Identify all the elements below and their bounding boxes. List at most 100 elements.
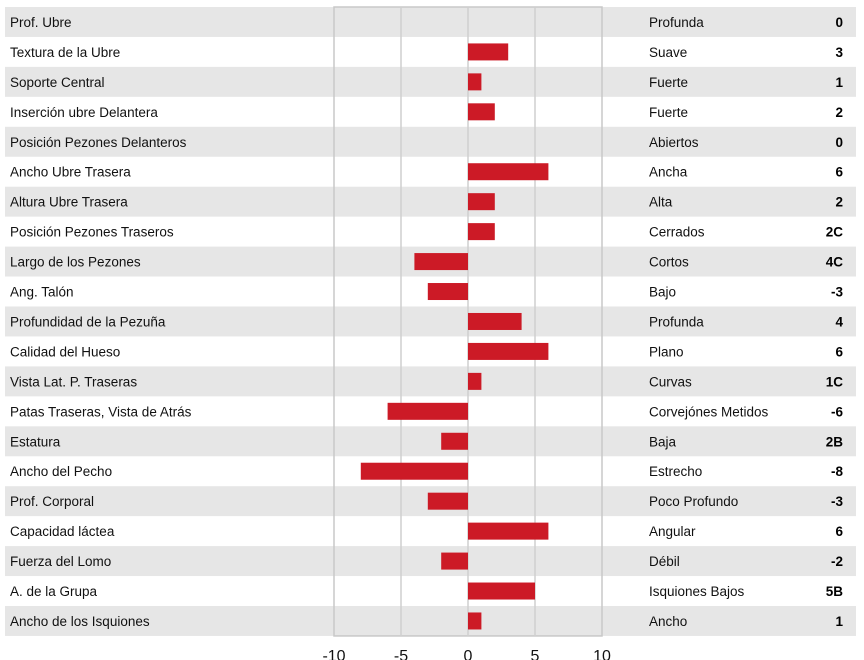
trait-score: 2B — [826, 434, 844, 449]
trait-score: 4 — [835, 314, 843, 329]
trait-label: Ancho Ubre Trasera — [10, 165, 131, 180]
trait-descriptor: Profunda — [649, 15, 704, 30]
trait-score: 6 — [835, 344, 843, 359]
trait-descriptor: Fuerte — [649, 105, 688, 120]
row-band — [5, 186, 856, 217]
trait-descriptor: Cerrados — [649, 225, 705, 240]
row-band — [5, 126, 856, 157]
x-tick-label: 5 — [531, 648, 540, 660]
trait-score: 5B — [826, 584, 844, 599]
trait-score: 3 — [835, 45, 843, 60]
trait-bar — [468, 223, 495, 241]
trait-descriptor: Poco Profundo — [649, 494, 738, 509]
trait-descriptor: Cortos — [649, 255, 689, 270]
trait-bar — [441, 552, 468, 570]
trait-label: Ancho del Pecho — [10, 464, 112, 479]
trait-descriptor: Suave — [649, 45, 687, 60]
trait-descriptor: Plano — [649, 344, 684, 359]
trait-descriptor: Bajo — [649, 285, 676, 300]
trait-label: Estatura — [10, 434, 61, 449]
trait-bar — [414, 253, 468, 271]
trait-label: Altura Ubre Trasera — [10, 195, 128, 210]
trait-score: -3 — [831, 494, 843, 509]
x-tick-label: -10 — [322, 648, 345, 660]
trait-descriptor: Fuerte — [649, 75, 688, 90]
trait-label: Capacidad láctea — [10, 524, 115, 539]
trait-label: Ancho de los Isquiones — [10, 614, 150, 629]
trait-score: -3 — [831, 285, 843, 300]
trait-label: Textura de la Ubre — [10, 45, 120, 60]
trait-score: 1C — [826, 374, 844, 389]
trait-label: A. de la Grupa — [10, 584, 98, 599]
trait-descriptor: Estrecho — [649, 464, 702, 479]
trait-bar — [468, 582, 535, 600]
trait-score: 2C — [826, 225, 844, 240]
trait-label: Calidad del Hueso — [10, 344, 120, 359]
trait-score: -2 — [831, 554, 843, 569]
trait-label: Fuerza del Lomo — [10, 554, 111, 569]
trait-label: Posición Pezones Traseros — [10, 225, 174, 240]
row-band — [5, 66, 856, 97]
trait-bar — [360, 462, 468, 480]
trait-score: 1 — [835, 75, 843, 90]
trait-score: 1 — [835, 614, 843, 629]
trait-descriptor: Curvas — [649, 374, 692, 389]
trait-descriptor: Isquiones Bajos — [649, 584, 745, 599]
trait-bar — [387, 402, 468, 420]
x-axis-ticks: -10 -5 0 5 10 — [322, 648, 611, 660]
trait-bar — [468, 342, 549, 360]
trait-score: 6 — [835, 524, 843, 539]
trait-bar — [427, 283, 468, 301]
trait-label: Prof. Ubre — [10, 15, 72, 30]
row-band — [5, 306, 856, 337]
trait-score: 2 — [835, 195, 843, 210]
trait-score: 0 — [835, 15, 843, 30]
trait-label: Ang. Talón — [10, 285, 74, 300]
trait-descriptor: Corvejónes Metidos — [649, 404, 769, 419]
trait-descriptor: Baja — [649, 434, 677, 449]
trait-bar — [427, 492, 468, 510]
trait-score: 0 — [835, 135, 843, 150]
trait-descriptor: Alta — [649, 195, 673, 210]
bars — [360, 43, 549, 630]
row-band — [5, 366, 856, 397]
trait-label: Inserción ubre Delantera — [10, 105, 158, 120]
trait-label: Patas Traseras, Vista de Atrás — [10, 404, 192, 419]
trait-label: Posición Pezones Delanteros — [10, 135, 187, 150]
row-band — [5, 7, 856, 37]
trait-score: -6 — [831, 404, 843, 419]
trait-score: 2 — [835, 105, 843, 120]
trait-bar — [468, 522, 549, 540]
x-tick-label: 10 — [593, 648, 611, 660]
x-tick-label: 0 — [464, 648, 473, 660]
trait-descriptor: Profunda — [649, 314, 704, 329]
trait-bar — [468, 73, 482, 91]
trait-label: Largo de los Pezones — [10, 255, 141, 270]
trait-bar — [468, 372, 482, 390]
trait-score: -8 — [831, 464, 843, 479]
trait-score: 4C — [826, 255, 844, 270]
trait-label: Vista Lat. P. Traseras — [10, 374, 137, 389]
trait-label: Profundidad de la Pezuña — [10, 314, 166, 329]
row-band — [5, 426, 856, 457]
trait-descriptor: Ancha — [649, 165, 688, 180]
x-tick-label: -5 — [394, 648, 408, 660]
trait-descriptor: Angular — [649, 524, 696, 539]
trait-bar — [468, 163, 549, 181]
trait-bar — [468, 193, 495, 211]
trait-bar — [468, 103, 495, 121]
trait-label: Prof. Corporal — [10, 494, 94, 509]
row-labels: Prof. Ubre Profunda 0 Textura de la Ubre Sua… — [10, 15, 843, 629]
trait-descriptor: Ancho — [649, 614, 687, 629]
trait-bar — [468, 43, 509, 61]
trait-descriptor: Débil — [649, 554, 680, 569]
trait-bar — [441, 432, 468, 450]
trait-bar — [468, 312, 522, 330]
trait-score: 6 — [835, 165, 843, 180]
trait-label: Soporte Central — [10, 75, 105, 90]
trait-bar — [468, 612, 482, 630]
row-band — [5, 546, 856, 577]
trait-descriptor: Abiertos — [649, 135, 699, 150]
row-band — [5, 606, 856, 636]
